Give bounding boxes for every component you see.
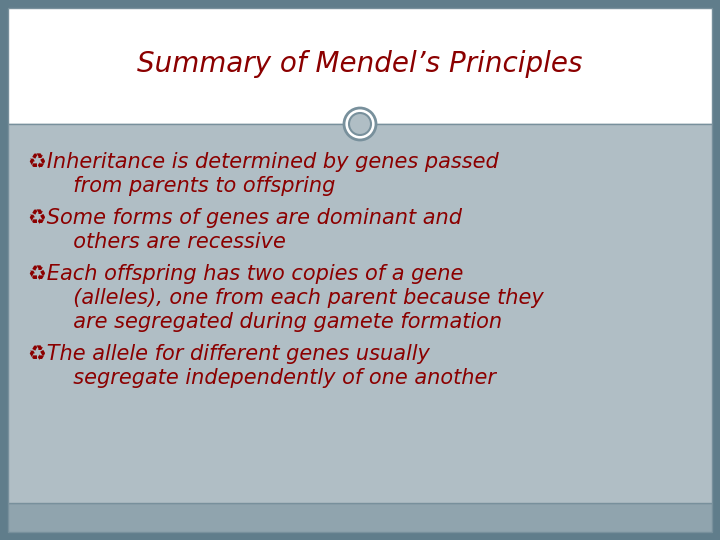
Text: ♻Some forms of genes are dominant and: ♻Some forms of genes are dominant and <box>28 208 462 228</box>
FancyBboxPatch shape <box>8 8 712 124</box>
Text: Summary of Mendel’s Principles: Summary of Mendel’s Principles <box>138 50 582 78</box>
FancyBboxPatch shape <box>8 503 712 532</box>
Circle shape <box>344 108 376 140</box>
Circle shape <box>349 113 371 135</box>
Text: from parents to offspring: from parents to offspring <box>60 176 336 196</box>
Text: ♻Inheritance is determined by genes passed: ♻Inheritance is determined by genes pass… <box>28 152 499 172</box>
Text: (alleles), one from each parent because they: (alleles), one from each parent because … <box>60 288 544 308</box>
FancyBboxPatch shape <box>8 124 712 503</box>
FancyBboxPatch shape <box>8 8 712 532</box>
Text: segregate independently of one another: segregate independently of one another <box>60 368 496 388</box>
Text: are segregated during gamete formation: are segregated during gamete formation <box>60 312 502 332</box>
Text: ♻The allele for different genes usually: ♻The allele for different genes usually <box>28 344 430 364</box>
Text: ♻Each offspring has two copies of a gene: ♻Each offspring has two copies of a gene <box>28 264 464 284</box>
Text: others are recessive: others are recessive <box>60 232 286 252</box>
